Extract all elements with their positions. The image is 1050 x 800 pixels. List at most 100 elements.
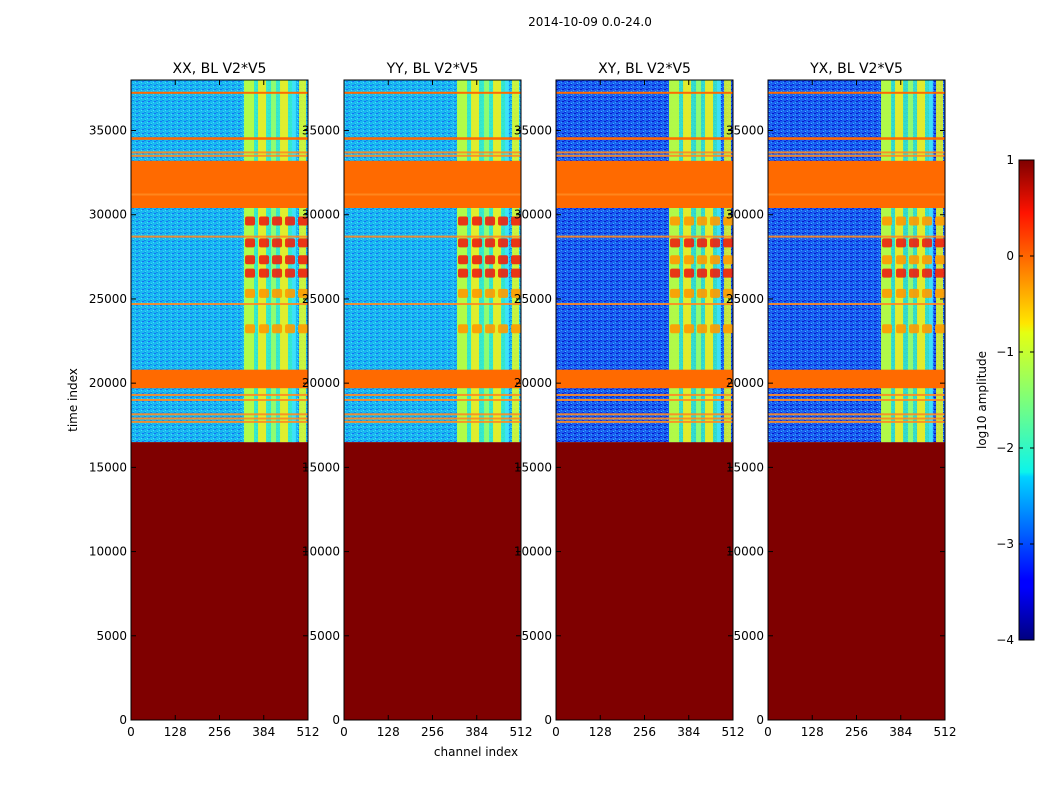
hot-blob bbox=[245, 216, 256, 226]
flag-line bbox=[131, 417, 308, 420]
panel-title: YX, BL V2*V5 bbox=[809, 61, 903, 77]
hot-blob bbox=[485, 324, 496, 334]
hot-blob bbox=[710, 216, 721, 226]
hot-blob bbox=[922, 238, 933, 248]
panel-0: XX, BL V2*V5 0 128 256 384 512 0 5000 10000 15000… bbox=[89, 61, 320, 739]
y-tick-label: 30000 bbox=[726, 208, 764, 222]
y-tick-label: 35000 bbox=[89, 124, 127, 138]
panel-no-data-region bbox=[344, 442, 521, 720]
hot-blob bbox=[498, 238, 509, 248]
hot-stripe bbox=[705, 80, 714, 443]
hot-blob bbox=[259, 268, 270, 278]
panel-no-data-region bbox=[768, 442, 945, 720]
x-tick-label: 128 bbox=[801, 725, 824, 739]
hot-blob bbox=[723, 288, 734, 298]
flag-line bbox=[556, 151, 733, 154]
hot-blob bbox=[922, 288, 933, 298]
x-tick-label: 0 bbox=[127, 725, 135, 739]
x-tick-label: 384 bbox=[465, 725, 488, 739]
panel-2: XY, BL V2*V5 0 128 256 384 512 0 5000 10000 15000… bbox=[514, 61, 745, 739]
hot-blob bbox=[245, 288, 256, 298]
hot-blob bbox=[272, 268, 283, 278]
hot-blob bbox=[670, 288, 681, 298]
hot-blob bbox=[245, 238, 256, 248]
hot-blob bbox=[498, 268, 509, 278]
hot-stripe bbox=[280, 80, 289, 443]
hot-blob bbox=[935, 268, 946, 278]
hot-blob bbox=[298, 255, 309, 265]
hot-blob bbox=[684, 216, 695, 226]
y-tick-label: 5000 bbox=[733, 629, 764, 643]
hot-blob bbox=[485, 255, 496, 265]
colorbar-tick-label: −3 bbox=[996, 537, 1014, 551]
hot-blob bbox=[285, 288, 296, 298]
x-tick-label: 256 bbox=[421, 725, 444, 739]
flag-band bbox=[556, 160, 733, 208]
x-tick-label: 128 bbox=[589, 725, 612, 739]
hot-blob bbox=[285, 238, 296, 248]
hot-blob bbox=[909, 324, 920, 334]
x-tick-label: 512 bbox=[297, 725, 320, 739]
hot-blob bbox=[285, 216, 296, 226]
hot-blob bbox=[935, 255, 946, 265]
flag-line bbox=[768, 151, 945, 154]
flag-line bbox=[131, 399, 308, 401]
flag-line bbox=[344, 393, 521, 396]
y-tick-label: 10000 bbox=[89, 545, 127, 559]
y-tick-label: 10000 bbox=[726, 545, 764, 559]
panel-title: XX, BL V2*V5 bbox=[173, 61, 267, 77]
hot-blob bbox=[710, 255, 721, 265]
hot-blob bbox=[259, 324, 270, 334]
hot-blob bbox=[259, 238, 270, 248]
y-tick-label: 30000 bbox=[514, 208, 552, 222]
flag-line bbox=[556, 417, 733, 420]
hot-blob bbox=[710, 238, 721, 248]
hot-blob bbox=[472, 268, 483, 278]
hot-blob bbox=[298, 288, 309, 298]
panel-no-data-region bbox=[131, 442, 308, 720]
hot-blob bbox=[896, 268, 907, 278]
hot-blob bbox=[272, 216, 283, 226]
hot-blob bbox=[723, 324, 734, 334]
hot-blob bbox=[511, 268, 522, 278]
hot-blob bbox=[684, 288, 695, 298]
hot-blob bbox=[511, 216, 522, 226]
flag-line bbox=[556, 303, 733, 305]
hot-blob bbox=[697, 216, 708, 226]
x-tick-label: 256 bbox=[845, 725, 868, 739]
hot-blob bbox=[710, 268, 721, 278]
flag-line bbox=[768, 235, 945, 238]
hot-blob bbox=[723, 238, 734, 248]
hot-blob bbox=[882, 216, 893, 226]
flag-line bbox=[344, 154, 521, 157]
y-tick-label: 0 bbox=[544, 713, 552, 727]
hot-blob bbox=[710, 288, 721, 298]
flag-band bbox=[768, 91, 945, 94]
flag-line bbox=[344, 235, 521, 238]
hot-blob bbox=[896, 238, 907, 248]
panels: XX, BL V2*V5 0 128 256 384 512 0 5000 10000 15000… bbox=[89, 61, 957, 739]
flag-line bbox=[556, 235, 733, 238]
hot-blob bbox=[697, 255, 708, 265]
hot-blob bbox=[458, 255, 469, 265]
hot-blob bbox=[882, 238, 893, 248]
hot-blob bbox=[498, 255, 509, 265]
flag-line bbox=[131, 420, 308, 423]
flag-band bbox=[556, 369, 733, 389]
y-tick-label: 0 bbox=[756, 713, 764, 727]
y-tick-label: 15000 bbox=[514, 460, 552, 474]
hot-blob bbox=[285, 268, 296, 278]
hot-blob bbox=[472, 255, 483, 265]
y-tick-label: 25000 bbox=[726, 292, 764, 306]
x-tick-label: 384 bbox=[889, 725, 912, 739]
flag-line bbox=[131, 413, 308, 416]
y-tick-label: 25000 bbox=[514, 292, 552, 306]
hot-blob bbox=[896, 288, 907, 298]
hot-blob bbox=[670, 255, 681, 265]
hot-blob bbox=[298, 268, 309, 278]
y-tick-label: 0 bbox=[119, 713, 127, 727]
flag-line bbox=[768, 420, 945, 423]
y-tick-label: 35000 bbox=[726, 124, 764, 138]
hot-blob bbox=[697, 238, 708, 248]
hot-blob bbox=[472, 288, 483, 298]
